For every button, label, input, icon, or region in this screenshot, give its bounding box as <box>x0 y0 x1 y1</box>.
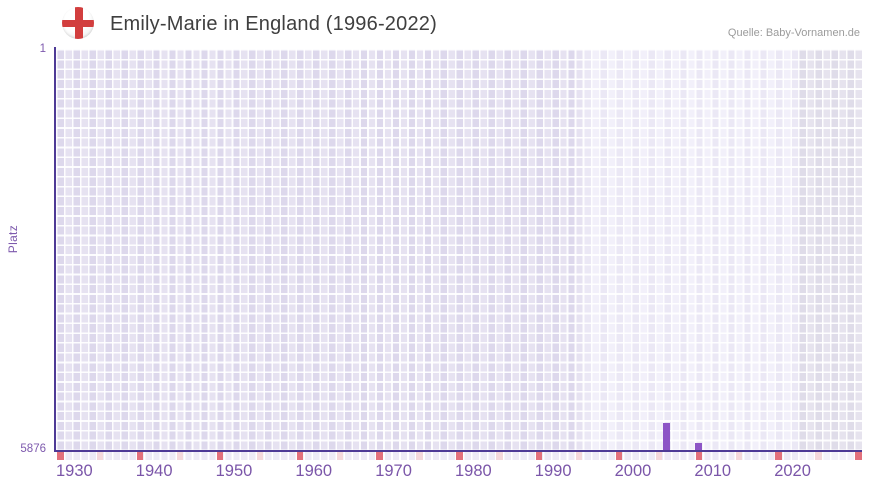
decade-tick-1980 <box>456 452 463 460</box>
decade-tick-1970 <box>376 452 383 460</box>
half-decade-tick-1985 <box>496 452 503 460</box>
y-axis-line <box>53 47 56 452</box>
decade-tick-1940 <box>137 452 144 460</box>
grid-zone-data-period-1996-2022 <box>582 49 799 450</box>
half-decade-tick-1955 <box>256 452 264 460</box>
decade-tick-1990 <box>536 452 543 460</box>
source-label: Quelle: Baby-Vornamen.de <box>727 27 860 39</box>
rank-bar-2006 <box>662 422 671 452</box>
x-tick-label-2010: 2010 <box>694 462 732 480</box>
decade-tick-2030 <box>855 452 862 460</box>
half-decade-tick-1995 <box>575 452 583 460</box>
half-decade-tick-2025 <box>815 452 822 460</box>
y-axis-label: Platz <box>6 225 20 254</box>
x-tick-label-1990: 1990 <box>534 462 572 480</box>
decade-tick-2020 <box>775 452 782 460</box>
half-decade-tick-2015 <box>735 452 742 460</box>
decade-tick-1950 <box>216 452 224 460</box>
x-tick-strip-after-data-period <box>798 452 862 460</box>
decade-tick-2010 <box>695 452 702 460</box>
x-tick-strip-before-data-period <box>56 452 583 460</box>
x-tick-strip-data-period-1996-2022 <box>582 452 799 460</box>
england-flag-icon <box>62 7 94 39</box>
decade-tick-1960 <box>296 452 303 460</box>
half-decade-tick-1975 <box>416 452 423 460</box>
x-axis-line <box>53 449 862 452</box>
decade-tick-2000 <box>615 452 623 460</box>
x-tick-label-1980: 1980 <box>455 462 492 480</box>
x-tick-label-1930: 1930 <box>56 462 93 480</box>
half-decade-tick-2005 <box>655 452 663 460</box>
grid-zone-before-data-period <box>56 49 583 450</box>
y-tick-bottom: 5876 <box>20 443 46 455</box>
decade-tick-1930 <box>57 452 64 460</box>
x-tick-label-1940: 1940 <box>135 462 173 480</box>
x-tick-label-2020: 2020 <box>774 462 811 480</box>
plot-area: 1930 1940 1950 1960 1970 1980 1990 2000 2010 2020 <box>53 47 862 480</box>
half-decade-tick-1945 <box>176 452 184 460</box>
x-tick-label-2000: 2000 <box>614 462 652 480</box>
rank-bar-2010 <box>694 443 703 452</box>
flag-cross-vertical <box>75 7 83 39</box>
y-tick-top: 1 <box>39 43 46 55</box>
x-tick-label-1950: 1950 <box>215 462 253 480</box>
half-decade-tick-1935 <box>97 452 104 460</box>
x-tick-label-1960: 1960 <box>295 462 333 480</box>
grid-zone-after-data-period <box>798 49 862 450</box>
x-tick-label-1970: 1970 <box>375 462 412 480</box>
page-title: Emily-Marie in England (1996-2022) <box>110 13 437 35</box>
half-decade-tick-1965 <box>336 452 343 460</box>
